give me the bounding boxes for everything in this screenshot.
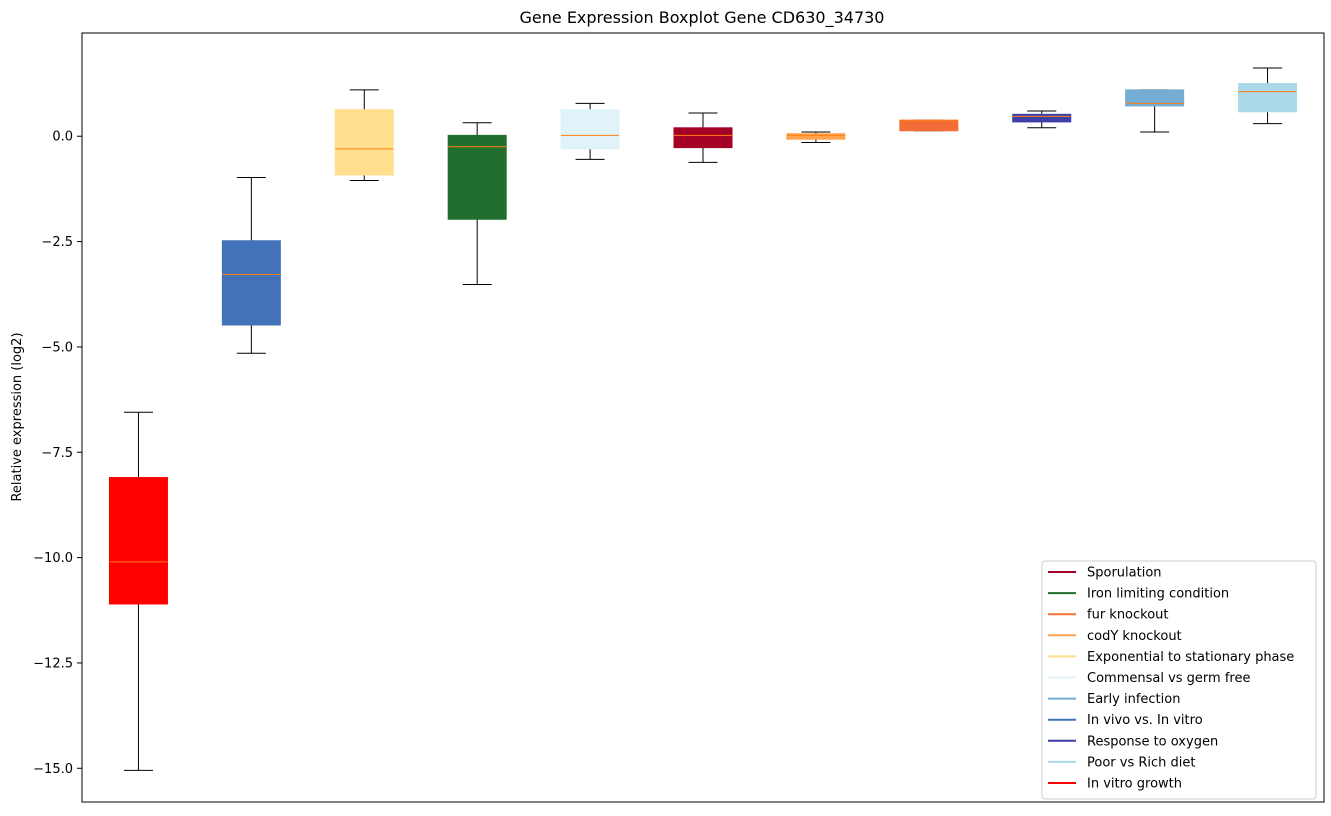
y-tick-label: −2.5 [41, 235, 73, 250]
box-group [108, 411, 168, 771]
box-group [1012, 110, 1072, 129]
box-body [673, 127, 733, 149]
box-body [447, 134, 507, 220]
legend-label: Poor vs Rich diet [1087, 755, 1195, 770]
box-group [334, 89, 394, 181]
legend-frame [1041, 560, 1317, 800]
box-group [673, 112, 733, 163]
legend-item: Poor vs Rich diet [1048, 755, 1195, 770]
box-group [447, 122, 507, 286]
plot-frame [81, 32, 1325, 803]
legend-label: Response to oxygen [1087, 734, 1218, 749]
legend-item: fur knockout [1048, 608, 1169, 623]
y-tick-label: 0.0 [52, 130, 73, 145]
box-body [334, 109, 394, 176]
boxes-layer [108, 67, 1298, 771]
legend-label: Early infection [1087, 692, 1180, 707]
y-tick-label: −5.0 [41, 340, 73, 355]
legend-item: Sporulation [1048, 566, 1162, 581]
y-axis-label: Relative expression (log2) [10, 332, 25, 501]
legend-label: Iron limiting condition [1087, 587, 1229, 602]
box-body [108, 477, 168, 605]
legend-item: Response to oxygen [1048, 734, 1218, 749]
legend-label: codY knockout [1087, 629, 1182, 644]
legend-label: fur knockout [1087, 608, 1169, 623]
legend-label: Sporulation [1087, 566, 1162, 581]
y-axis: 0.0 −2.5 −5.0 −7.5 −10.0 −12.5 −15.0 [33, 130, 82, 777]
box-body [786, 133, 846, 140]
legend-item: In vivo vs. In vitro [1048, 713, 1203, 728]
box-body [899, 119, 959, 132]
box-group [1238, 67, 1298, 125]
legend: Sporulation Iron limiting condition fur kn… [1041, 560, 1317, 800]
y-tick-label: −12.5 [33, 656, 73, 671]
y-tick-label: −15.0 [33, 762, 73, 777]
legend-item: Early infection [1048, 692, 1180, 707]
box-group [786, 131, 846, 144]
legend-label: Commensal vs germ free [1087, 671, 1250, 686]
box-body [560, 109, 620, 150]
box-body [1238, 83, 1298, 113]
legend-item: codY knockout [1048, 629, 1182, 644]
legend-item: Iron limiting condition [1048, 587, 1229, 602]
box-body [1125, 89, 1185, 107]
y-tick-label: −10.0 [33, 551, 73, 566]
legend-item: In vitro growth [1048, 777, 1182, 792]
box-group [899, 119, 959, 132]
box-body [221, 240, 281, 326]
legend-item: Exponential to stationary phase [1048, 650, 1294, 665]
legend-item: Commensal vs germ free [1048, 671, 1250, 686]
legend-label: Exponential to stationary phase [1087, 650, 1294, 665]
legend-label: In vivo vs. In vitro [1087, 713, 1203, 728]
box-group [221, 177, 281, 354]
box-group [560, 102, 620, 160]
chart-title: Gene Expression Boxplot Gene CD630_34730 [520, 8, 885, 28]
y-tick-label: −7.5 [41, 446, 73, 461]
box-body [1012, 113, 1072, 123]
box-group [1125, 89, 1185, 133]
legend-label: In vitro growth [1087, 777, 1182, 792]
